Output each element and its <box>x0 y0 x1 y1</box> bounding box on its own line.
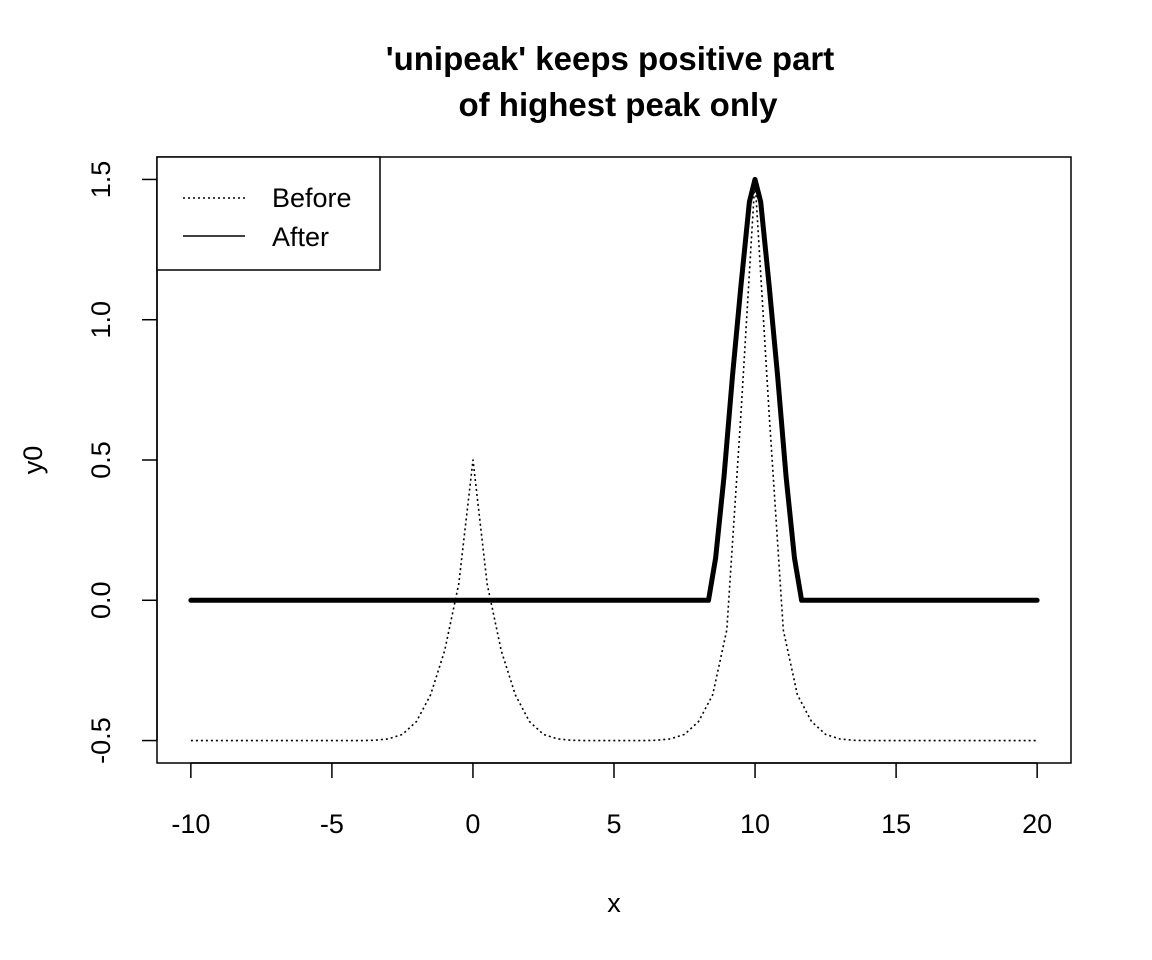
legend-box <box>156 156 381 271</box>
x-tick-label: 5 <box>606 809 621 839</box>
x-tick-label: 10 <box>740 809 770 839</box>
x-tick-label: 20 <box>1022 809 1052 839</box>
x-tick-label: -10 <box>171 809 210 839</box>
x-tick-label: 15 <box>881 809 911 839</box>
y-tick-label: 1.0 <box>86 301 116 339</box>
x-tick-label: -5 <box>320 809 344 839</box>
series-line-after <box>188 176 1040 603</box>
legend-label-before: Before <box>272 183 352 213</box>
chart-title-line-1: 'unipeak' keeps positive part <box>386 40 835 77</box>
y-axis-label: y0 <box>18 446 48 475</box>
x-axis-label: x <box>607 888 621 918</box>
series-line-before <box>190 178 1038 742</box>
series-layer <box>188 176 1040 742</box>
y-tick-label: -0.5 <box>86 717 116 764</box>
x-tick-label: 0 <box>465 809 480 839</box>
legend-label-after: After <box>272 222 329 252</box>
legend: Before After <box>156 156 381 271</box>
axes: -10 -5 0 5 10 15 20 -0.5 0.0 0.5 1.0 1.5 <box>86 161 1052 839</box>
y-tick-label: 1.5 <box>86 161 116 199</box>
chart-title-line-2: of highest peak only <box>458 86 778 123</box>
y-tick-label: 0.5 <box>86 441 116 479</box>
y-tick-label: 0.0 <box>86 582 116 620</box>
